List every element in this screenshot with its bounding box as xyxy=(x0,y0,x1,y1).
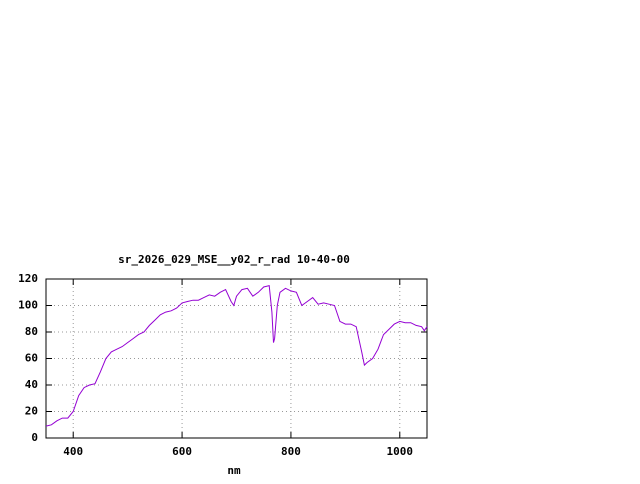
x-axis-label: nm xyxy=(227,464,241,477)
chart-title: sr_2026_029_MSE__y02_r_rad 10-40-00 xyxy=(118,253,350,266)
x-tick-label: 400 xyxy=(63,445,83,458)
y-tick-label: 120 xyxy=(18,272,38,285)
y-tick-label: 80 xyxy=(25,325,38,338)
y-tick-label: 100 xyxy=(18,299,38,312)
y-tick-label: 0 xyxy=(31,431,38,444)
x-tick-label: 1000 xyxy=(387,445,414,458)
data-line xyxy=(45,284,428,427)
y-tick-label: 40 xyxy=(25,378,38,391)
x-tick-label: 800 xyxy=(281,445,301,458)
x-tick-label: 600 xyxy=(172,445,192,458)
y-tick-label: 20 xyxy=(25,405,38,418)
y-tick-label: 60 xyxy=(25,352,38,365)
